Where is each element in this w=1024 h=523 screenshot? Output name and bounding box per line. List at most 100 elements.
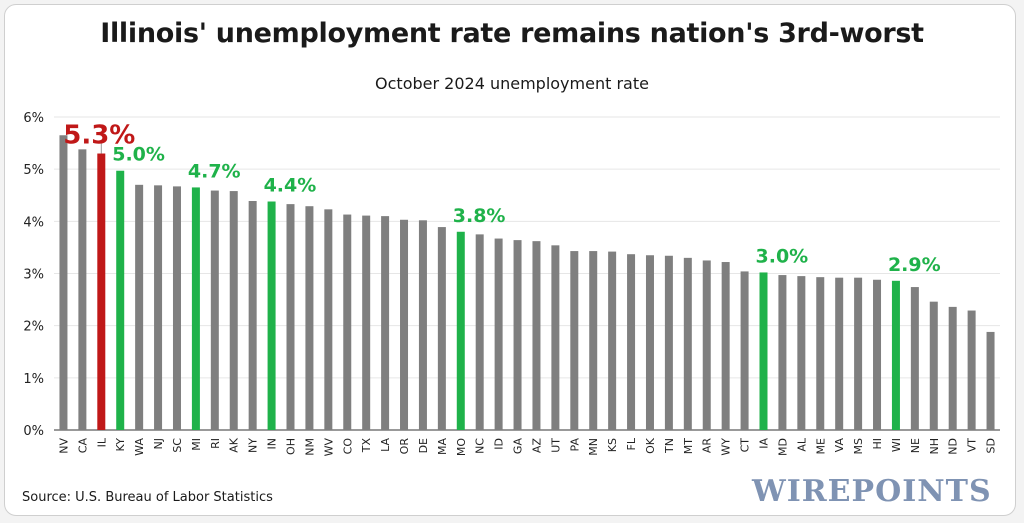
bar-ak [229,191,238,430]
bar-ar [702,260,711,430]
x-tick-label: MA [436,438,449,455]
y-tick-label: 4% [23,215,44,230]
y-tick-label: 2% [23,320,44,335]
y-tick-label: 0% [23,424,44,439]
bar-hi [873,279,882,430]
x-tick-label: NJ [152,438,165,449]
y-tick-label: 3% [23,268,44,283]
bar-de [418,220,427,430]
y-tick-label: 5% [23,163,44,178]
x-tick-label: NC [474,438,487,454]
bar-ma [437,227,446,430]
x-tick-label: FL [625,437,638,450]
x-tick-label: KS [606,438,619,452]
x-tick-label: ID [493,438,506,450]
bar-mi [191,187,200,430]
data-label-mi: 4.7% [188,160,241,182]
bar-az [532,241,541,430]
x-tick-label: OH [285,438,298,455]
bar-mt [683,257,692,430]
bar-ca [78,149,87,431]
data-label-wi: 2.9% [888,254,941,276]
x-tick-label: ME [814,438,827,454]
bar-in [267,201,276,430]
x-tick-label: KY [114,438,127,452]
bar-sc [172,186,181,430]
x-tick-label: ND [947,438,960,455]
bar-md [778,275,787,430]
x-tick-label: CT [739,438,752,453]
x-tick-label: TX [360,438,373,454]
x-tick-label: AR [701,438,714,454]
bar-ia [759,272,768,430]
x-tick-label: IN [266,438,279,449]
bar-me [816,277,825,430]
bar-ga [513,240,522,430]
bar-sd [986,331,995,430]
x-tick-label: TN [663,438,676,454]
bar-ok [645,255,654,430]
bar-nm [305,206,314,430]
data-label-in: 4.4% [264,175,317,197]
x-tick-label: PA [568,438,581,452]
chart-card [4,4,1016,516]
x-tick-label: IL [95,437,108,447]
bar-id [494,238,503,430]
x-tick-label: WV [322,438,335,457]
x-tick-label: MD [776,438,789,456]
chart-subtitle: October 2024 unemployment rate [375,74,649,93]
x-tick-label: VT [966,438,979,453]
bar-la [381,216,390,430]
bar-ms [854,277,863,430]
bar-tn [664,255,673,430]
bar-wy [721,262,730,430]
bar-oh [286,204,295,430]
bar-ny [248,200,257,430]
bar-va [835,277,844,430]
y-tick-label: 6% [23,111,44,126]
x-tick-label: IA [758,438,771,449]
bar-nv [59,135,68,430]
x-tick-label: NH [928,438,941,455]
bar-wv [324,209,333,430]
y-tick-label: 1% [23,372,44,387]
bar-ut [551,245,560,430]
bar-nh [929,301,938,430]
data-label-mo: 3.8% [453,205,506,227]
bar-vt [967,310,976,430]
x-tick-label: RI [209,438,222,449]
bar-ne [910,287,919,430]
x-tick-label: VA [833,438,846,453]
bar-ri [210,190,219,430]
x-tick-label: NV [57,438,70,454]
x-tick-label: AL [795,437,808,452]
x-tick-label: MT [682,438,695,454]
bar-or [400,219,409,430]
x-tick-label: OK [644,437,657,454]
bar-wa [135,184,144,430]
bar-nj [154,185,163,430]
x-tick-label: NY [247,438,260,453]
bar-fl [627,254,636,430]
x-tick-label: WI [890,438,903,452]
x-tick-label: UT [549,438,562,453]
x-tick-label: SC [171,438,184,453]
data-label-ia: 3.0% [756,245,809,267]
bar-ks [608,251,617,430]
bar-ky [116,170,125,430]
bar-wi [891,280,900,430]
x-tick-label: AZ [530,438,543,454]
bar-nd [948,306,957,430]
x-tick-label: CA [76,438,89,454]
bar-il [97,153,106,430]
x-tick-label: LA [379,438,392,452]
x-tick-label: MO [455,438,468,456]
x-tick-label: DE [417,438,430,453]
chart-title: Illinois' unemployment rate remains nati… [100,18,924,49]
bar-ct [740,271,749,430]
x-tick-label: NM [303,438,316,456]
x-tick-label: GA [512,438,525,455]
bar-pa [570,251,579,430]
data-label-il: 5.3% [63,121,135,151]
